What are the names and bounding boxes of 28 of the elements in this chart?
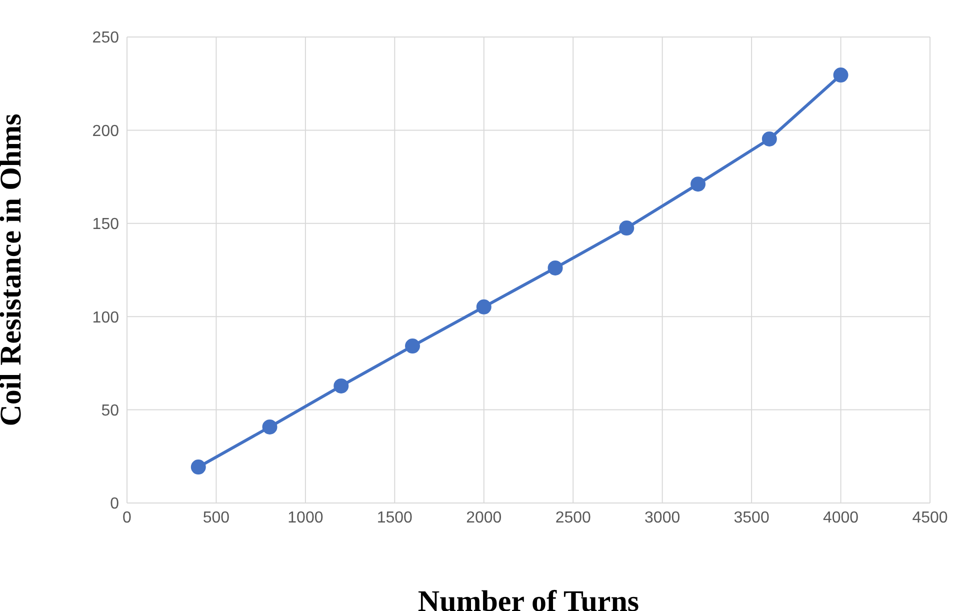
y-tick-label: 250 — [92, 30, 120, 47]
x-tick-label: 0 — [122, 509, 132, 526]
y-tick-label: 50 — [101, 402, 120, 420]
x-axis-title: Number of Turns — [418, 585, 640, 611]
x-tick-label: 2500 — [555, 509, 592, 526]
point — [762, 131, 777, 146]
x-tick-label: 4500 — [912, 509, 948, 526]
y-axis-title: Coil Resistance in Ohms — [0, 114, 28, 426]
point — [476, 299, 492, 314]
y-tick-label: 0 — [110, 496, 120, 513]
point — [619, 220, 634, 236]
y-tick-label: 200 — [92, 122, 120, 140]
point — [690, 176, 706, 192]
point — [190, 460, 206, 475]
x-tick-label: 1500 — [376, 509, 413, 526]
y-tick-label: 100 — [92, 309, 120, 326]
point — [334, 378, 349, 394]
x-tick-label: 3000 — [644, 509, 680, 526]
x-tick-label: 3500 — [734, 509, 770, 526]
point — [548, 260, 563, 276]
y-tick-label: 150 — [92, 216, 120, 234]
x-tick-label: 4000 — [822, 509, 859, 526]
x-tick-label: 1000 — [288, 509, 324, 526]
x-tick-label: 2000 — [466, 509, 502, 526]
x-tick-label: 500 — [202, 509, 230, 526]
point — [833, 68, 848, 83]
point — [405, 338, 420, 354]
point — [262, 419, 278, 434]
